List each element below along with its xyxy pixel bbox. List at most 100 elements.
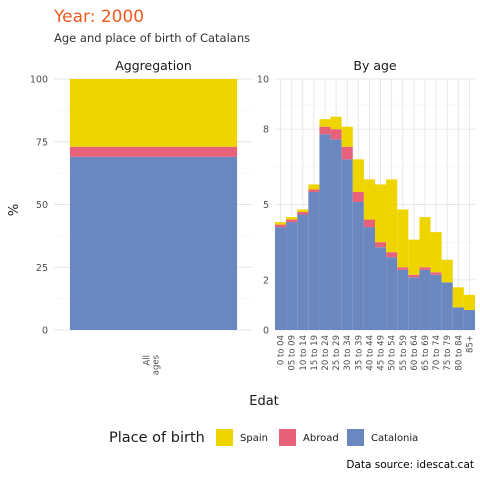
facet-title-by-age: By age <box>353 58 397 73</box>
x-tick-label: 25 to 29 <box>332 335 342 371</box>
legend: Place of birth Spain Abroad Catalonia <box>109 429 418 446</box>
legend-title: Place of birth <box>109 430 205 446</box>
bar-catalonia <box>441 282 453 330</box>
bar-abroad <box>319 126 331 135</box>
bar-catalonia <box>375 247 387 330</box>
bar-abroad <box>375 242 387 248</box>
bar-spain <box>308 184 320 190</box>
bar-abroad <box>297 212 309 215</box>
bar-catalonia <box>286 222 298 330</box>
chart-subtitle: Age and place of birth of Catalans <box>54 31 250 45</box>
y-tick-label: 8 <box>263 125 269 136</box>
y-tick-label: 50 <box>36 200 48 211</box>
x-tick-label: 15 to 19 <box>310 335 320 371</box>
x-tick-label: 80 to 84 <box>454 335 464 371</box>
legend-label-spain: Spain <box>240 433 268 444</box>
x-tick-label: ages <box>152 354 162 375</box>
bar-spain <box>463 294 475 310</box>
panel-aggregation: 0 25 50 75 100 All ages <box>30 75 253 375</box>
bar-catalonia <box>408 277 420 330</box>
y-axis-title: % <box>7 204 22 216</box>
bar-abroad <box>363 219 375 228</box>
y-tick-label: 10 <box>257 75 269 86</box>
x-tick-label: 60 to 64 <box>410 335 420 371</box>
bar-catalonia <box>319 134 331 330</box>
bar-abroad <box>386 252 398 258</box>
x-tick-label: 70 to 74 <box>432 335 442 371</box>
x-tick-label: 40 to 44 <box>365 335 375 371</box>
legend-key-abroad <box>279 429 296 446</box>
bar-spain <box>275 222 287 225</box>
bar-catalonia <box>69 156 238 330</box>
bar-spain <box>452 287 464 308</box>
bar-catalonia <box>297 214 309 330</box>
bar-catalonia <box>430 274 442 330</box>
legend-key-catalonia <box>347 429 364 446</box>
bar-spain <box>397 209 409 268</box>
bar-catalonia <box>330 139 342 330</box>
x-tick-label: All <box>143 355 153 366</box>
x-tick-label: 55 to 59 <box>399 335 409 371</box>
bar-abroad <box>275 224 287 228</box>
y-tick-label: 5 <box>263 200 269 211</box>
y-tick-label: 100 <box>30 75 48 86</box>
bar-spain <box>319 119 331 127</box>
bar-spain <box>330 116 342 130</box>
y-tick-label: 0 <box>263 326 269 337</box>
bar-abroad <box>419 267 431 270</box>
bar-spain <box>386 179 398 253</box>
chart-title: Year: 2000 <box>53 7 144 27</box>
bar-abroad <box>408 274 420 278</box>
x-tick-label: 85+ <box>465 335 475 353</box>
bar-abroad <box>397 267 409 270</box>
x-tick-label: 05 to 09 <box>288 335 298 371</box>
y-tick-label: 25 <box>36 263 48 274</box>
bar-abroad <box>330 129 342 140</box>
x-tick-label: 30 to 34 <box>343 335 353 371</box>
bar-catalonia <box>363 227 375 330</box>
bar-spain <box>352 159 364 192</box>
facet-title-aggregation: Aggregation <box>115 58 192 73</box>
bar-catalonia <box>419 269 431 330</box>
legend-label-catalonia: Catalonia <box>371 433 418 444</box>
bar-catalonia <box>386 257 398 330</box>
bar-spain <box>419 217 431 268</box>
x-tick-label: 0 to 04 <box>277 335 287 365</box>
x-tick-label: 45 to 49 <box>377 335 387 371</box>
bar-catalonia <box>308 191 320 330</box>
bar-spain <box>69 79 238 147</box>
bar-spain <box>408 239 420 275</box>
x-axis-title: Edat <box>249 394 279 409</box>
bar-spain <box>341 126 353 147</box>
bar-spain <box>430 232 442 273</box>
x-tick-label: 20 to 24 <box>321 335 331 371</box>
bar-abroad <box>430 272 442 275</box>
y-tick-label: 2 <box>263 275 269 286</box>
y-tick-label: 0 <box>42 326 48 337</box>
bar-catalonia <box>452 307 464 330</box>
y-tick-label: 75 <box>36 137 48 148</box>
bar-abroad <box>352 191 364 202</box>
bar-spain <box>375 184 387 243</box>
bar-abroad <box>308 189 320 192</box>
bar-abroad <box>341 146 353 160</box>
legend-label-abroad: Abroad <box>303 433 339 444</box>
x-tick-label: 50 to 54 <box>388 335 398 371</box>
bar-spain <box>363 179 375 220</box>
bar-spain <box>286 217 298 220</box>
bar-catalonia <box>397 269 409 330</box>
panel-by-age: 0 2 5 8 10 0 to 04 05 to 09 10 to 14 15 to 19 20 … <box>257 75 476 371</box>
bar-spain <box>297 209 309 213</box>
bar-catalonia <box>275 227 287 330</box>
caption: Data source: idescat.cat <box>346 459 474 471</box>
bar-catalonia <box>341 159 353 330</box>
x-tick-label: 75 to 79 <box>443 335 453 371</box>
bar-spain <box>441 259 453 283</box>
x-tick-label: 35 to 39 <box>354 335 364 371</box>
bar-abroad <box>69 146 238 157</box>
x-tick-label: 10 to 14 <box>299 335 309 371</box>
bar-catalonia <box>463 309 475 330</box>
bar-abroad <box>286 219 298 223</box>
x-tick-label: 65 to 69 <box>421 335 431 371</box>
